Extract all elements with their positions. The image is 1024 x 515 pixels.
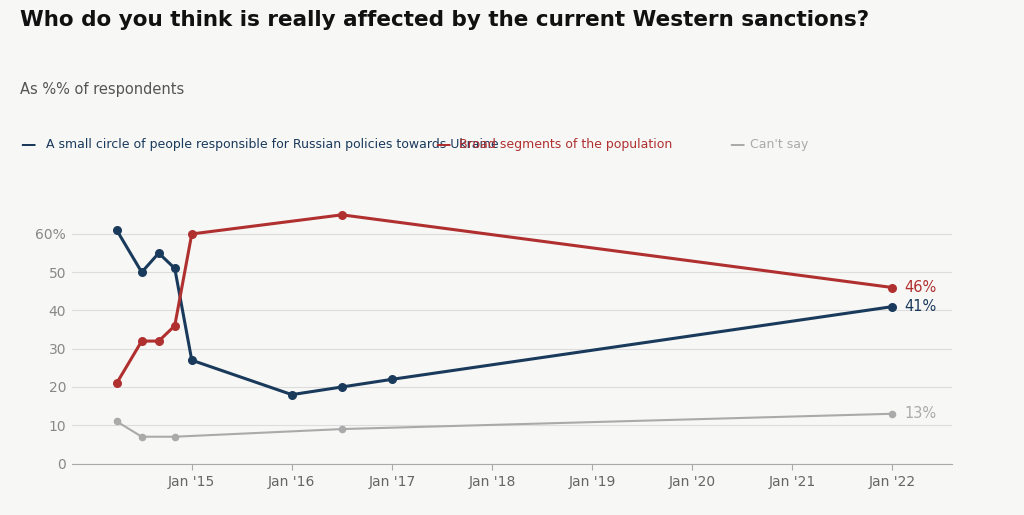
Point xyxy=(133,433,150,441)
Point xyxy=(183,230,200,238)
Point xyxy=(167,433,183,441)
Point xyxy=(133,268,150,277)
Text: 41%: 41% xyxy=(904,299,937,314)
Text: As %% of respondents: As %% of respondents xyxy=(20,82,184,97)
Point xyxy=(183,356,200,364)
Point xyxy=(334,383,350,391)
Point xyxy=(884,409,900,418)
Point xyxy=(109,226,125,234)
Text: Can't say: Can't say xyxy=(750,138,808,151)
Point xyxy=(133,337,150,345)
Text: A small circle of people responsible for Russian policies towards Ukraine: A small circle of people responsible for… xyxy=(46,138,499,151)
Point xyxy=(334,425,350,433)
Point xyxy=(109,379,125,387)
Text: 46%: 46% xyxy=(904,280,937,295)
Text: —: — xyxy=(20,136,36,152)
Point xyxy=(884,283,900,291)
Text: —: — xyxy=(435,136,451,152)
Point xyxy=(167,264,183,272)
Text: Who do you think is really affected by the current Western sanctions?: Who do you think is really affected by t… xyxy=(20,10,869,30)
Point xyxy=(884,302,900,311)
Point xyxy=(151,249,167,257)
Point xyxy=(334,211,350,219)
Point xyxy=(384,375,400,384)
Point xyxy=(284,390,300,399)
Point xyxy=(109,417,125,425)
Text: 13%: 13% xyxy=(904,406,936,421)
Text: —: — xyxy=(729,136,744,152)
Point xyxy=(151,337,167,345)
Text: Broad segments of the population: Broad segments of the population xyxy=(459,138,672,151)
Point xyxy=(167,322,183,330)
